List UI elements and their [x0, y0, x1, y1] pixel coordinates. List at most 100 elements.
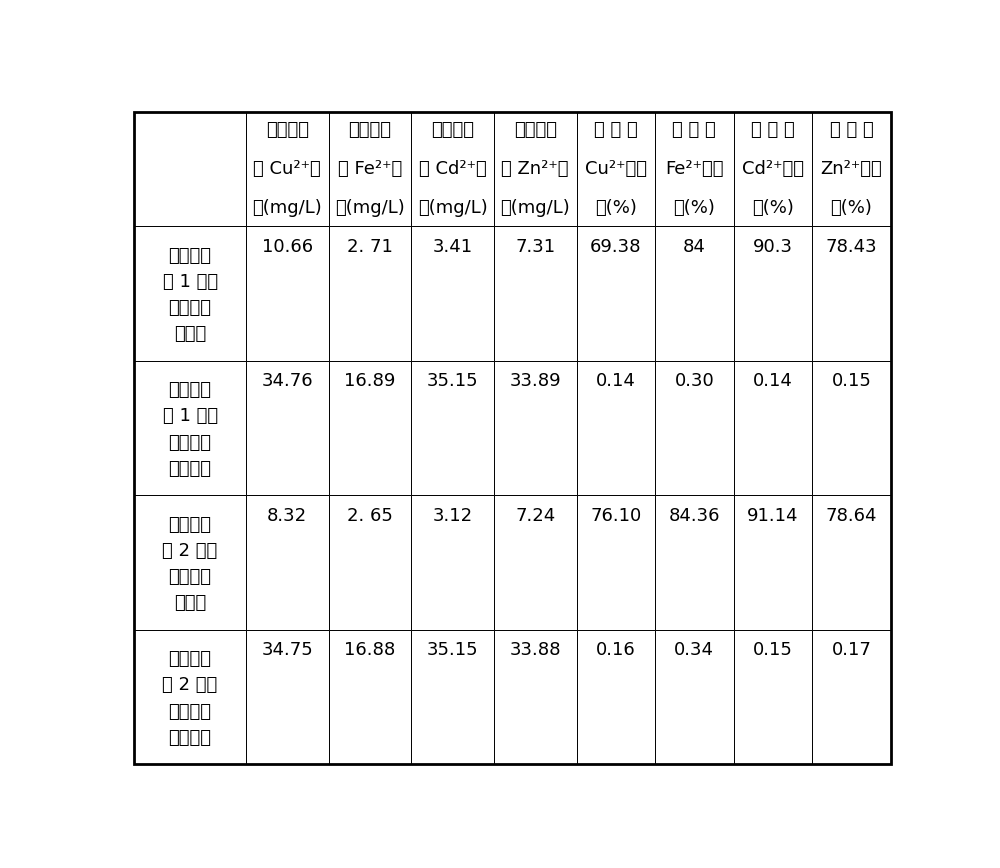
Bar [812, 361, 891, 496]
Text: 3.41: 3.41 [433, 238, 473, 255]
Bar [494, 112, 577, 227]
Text: 0.14: 0.14 [753, 372, 793, 390]
Text: 溶 液 中: 溶 液 中 [594, 122, 638, 140]
Text: 溶液中残: 溶液中残 [348, 122, 391, 140]
Text: 率(%): 率(%) [673, 199, 715, 217]
Bar [812, 630, 891, 765]
Text: 78.64: 78.64 [826, 507, 877, 524]
Text: 76.10: 76.10 [590, 507, 641, 524]
Text: Cu²⁺去除: Cu²⁺去除 [585, 161, 647, 178]
Text: 16.88: 16.88 [344, 641, 396, 659]
Text: 度(mg/L): 度(mg/L) [418, 199, 487, 217]
Text: 余 Cd²⁺浓: 余 Cd²⁺浓 [419, 161, 486, 178]
Text: 溶液中残: 溶液中残 [514, 122, 557, 140]
Bar [246, 361, 329, 496]
Bar [329, 630, 411, 765]
Text: 0.34: 0.34 [674, 641, 714, 659]
Bar [734, 227, 812, 361]
Bar [329, 112, 411, 227]
Bar [411, 630, 494, 765]
Bar [577, 112, 655, 227]
Text: 16.89: 16.89 [344, 372, 396, 390]
Text: 剂的溶液: 剂的溶液 [169, 729, 212, 747]
Bar [494, 227, 577, 361]
Text: 0.15: 0.15 [831, 372, 871, 390]
Bar [329, 361, 411, 496]
Text: 0.14: 0.14 [596, 372, 636, 390]
Text: 加入吸附: 加入吸附 [169, 703, 212, 720]
Bar [329, 227, 411, 361]
Text: 度(mg/L): 度(mg/L) [335, 199, 405, 217]
Bar [329, 496, 411, 630]
Text: 90.3: 90.3 [753, 238, 793, 255]
Text: 33.88: 33.88 [509, 641, 561, 659]
Text: 余 Fe²⁺浓: 余 Fe²⁺浓 [338, 161, 402, 178]
Text: 溶 液 中: 溶 液 中 [672, 122, 716, 140]
Bar [734, 496, 812, 630]
Bar [246, 630, 329, 765]
Bar [134, 361, 246, 496]
Text: 的溶液: 的溶液 [174, 326, 206, 344]
Text: 91.14: 91.14 [747, 507, 799, 524]
Text: 溶 液 中: 溶 液 中 [830, 122, 873, 140]
Text: 组 2 中未: 组 2 中未 [162, 676, 218, 694]
Text: 溶液中残: 溶液中残 [266, 122, 309, 140]
Text: 组 1 中加: 组 1 中加 [163, 273, 218, 291]
Text: 0.17: 0.17 [831, 641, 871, 659]
Text: 对比实验: 对比实验 [169, 650, 212, 668]
Bar [134, 630, 246, 765]
Text: 剂的溶液: 剂的溶液 [169, 460, 212, 478]
Bar [411, 227, 494, 361]
Text: 度(mg/L): 度(mg/L) [252, 199, 322, 217]
Text: 率(%): 率(%) [752, 199, 794, 217]
Bar [812, 227, 891, 361]
Bar [734, 361, 812, 496]
Text: 的溶液: 的溶液 [174, 595, 206, 613]
Bar [494, 361, 577, 496]
Bar [812, 496, 891, 630]
Bar [494, 496, 577, 630]
Text: 34.76: 34.76 [261, 372, 313, 390]
Text: Fe²⁺去除: Fe²⁺去除 [665, 161, 724, 178]
Text: 度(mg/L): 度(mg/L) [500, 199, 570, 217]
Text: 8.32: 8.32 [267, 507, 307, 524]
Bar [411, 112, 494, 227]
Text: 33.89: 33.89 [509, 372, 561, 390]
Bar [134, 112, 246, 227]
Bar [411, 496, 494, 630]
Bar [577, 496, 655, 630]
Text: 余 Cu²⁺浓: 余 Cu²⁺浓 [253, 161, 321, 178]
Text: 对比实验: 对比实验 [169, 516, 212, 534]
Bar [494, 630, 577, 765]
Text: 溶 液 中: 溶 液 中 [751, 122, 795, 140]
Text: 0.16: 0.16 [596, 641, 636, 659]
Text: 34.75: 34.75 [261, 641, 313, 659]
Text: 0.15: 0.15 [753, 641, 793, 659]
Bar [734, 630, 812, 765]
Text: Zn²⁺去除: Zn²⁺去除 [821, 161, 882, 178]
Text: 84: 84 [683, 238, 706, 255]
Text: Cd²⁺去除: Cd²⁺去除 [742, 161, 804, 178]
Text: 加入吸附: 加入吸附 [169, 434, 212, 451]
Text: 2. 71: 2. 71 [347, 238, 393, 255]
Text: 35.15: 35.15 [427, 641, 478, 659]
Text: 溶液中残: 溶液中残 [431, 122, 474, 140]
Bar [655, 630, 734, 765]
Text: 组 1 中未: 组 1 中未 [163, 407, 218, 425]
Text: 0.30: 0.30 [674, 372, 714, 390]
Text: 10.66: 10.66 [262, 238, 313, 255]
Text: 7.24: 7.24 [515, 507, 555, 524]
Bar [411, 361, 494, 496]
Bar [655, 496, 734, 630]
Text: 78.43: 78.43 [826, 238, 877, 255]
Bar [655, 227, 734, 361]
Text: 组 2 中加: 组 2 中加 [162, 542, 218, 560]
Bar [812, 112, 891, 227]
Bar [577, 361, 655, 496]
Bar [655, 112, 734, 227]
Text: 7.31: 7.31 [515, 238, 555, 255]
Bar [246, 227, 329, 361]
Bar [246, 496, 329, 630]
Text: 69.38: 69.38 [590, 238, 642, 255]
Text: 2. 65: 2. 65 [347, 507, 393, 524]
